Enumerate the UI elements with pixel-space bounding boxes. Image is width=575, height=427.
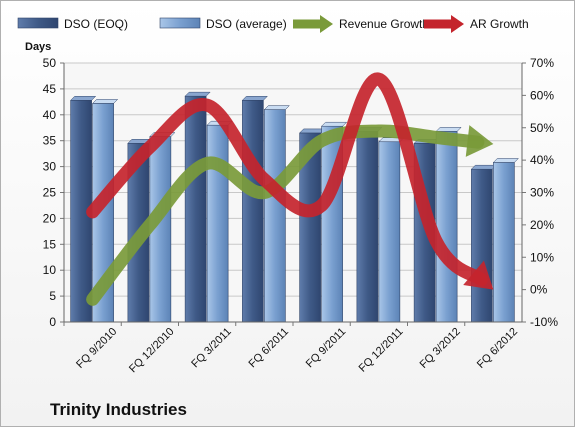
x-tick-label: FQ 9/2011 xyxy=(304,326,349,371)
legend-label-dso-eoq: DSO (EOQ) xyxy=(64,17,128,31)
bar-dso-average xyxy=(493,162,515,323)
legend-swatch-dso-average xyxy=(159,17,201,29)
y2-tick-label: -10% xyxy=(530,315,558,329)
legend-swatch-dso-eoq xyxy=(17,17,59,29)
x-tick-label: FQ 12/2010 xyxy=(127,326,177,376)
y-tick-label: 35 xyxy=(43,134,57,148)
chart-legend: DSO (EOQ) DSO (average) Revenue Growth AR G… xyxy=(17,15,529,33)
bar-dso-average xyxy=(378,141,401,323)
bar-top xyxy=(492,158,519,163)
legend-label-revenue-growth: Revenue Growth xyxy=(339,17,429,31)
bar-dso-average xyxy=(435,131,458,323)
y2-tick-label: 30% xyxy=(530,186,554,200)
bar-top xyxy=(435,127,462,132)
y-tick-label: 25 xyxy=(43,186,57,200)
x-tick-label: FQ 3/2011 xyxy=(189,326,234,371)
y-tick-label: 40 xyxy=(43,108,57,122)
revenue-growth-arrowhead xyxy=(465,125,494,157)
bar-dso-average xyxy=(206,124,229,323)
y-axis-title: Days xyxy=(25,41,51,53)
bar-dso-eoq xyxy=(471,168,493,323)
bar-top xyxy=(321,121,348,127)
y-tick-label: 45 xyxy=(43,82,57,96)
x-tick-label: FQ 6/2011 xyxy=(246,326,291,371)
bar-dso-eoq xyxy=(356,131,379,323)
legend-label-ar-growth: AR Growth xyxy=(470,17,529,31)
bar-dso-average xyxy=(264,109,286,323)
y2-tick-label: 10% xyxy=(530,250,554,264)
x-tick-label: FQ 9/2010 xyxy=(74,326,119,371)
y-tick-label: 0 xyxy=(49,315,56,329)
legend-arrow-revenue-growth xyxy=(320,15,333,33)
x-tick-label: FQ 12/2011 xyxy=(357,326,406,375)
y-tick-label: 15 xyxy=(43,237,57,251)
bar-top xyxy=(70,96,97,101)
ar-growth-line xyxy=(86,72,488,287)
y2-tick-label: 20% xyxy=(530,218,554,232)
bar-top xyxy=(184,91,211,97)
chart-title: Trinity Industries xyxy=(50,400,187,419)
y-tick-label: 20 xyxy=(43,211,57,225)
trend-lines xyxy=(86,72,494,306)
bar-top xyxy=(92,99,119,104)
legend-label-dso-average: DSO (average) xyxy=(206,17,287,31)
x-tick-label: FQ 6/2012 xyxy=(475,326,520,371)
bar-top xyxy=(263,105,290,110)
y2-tick-label: 60% xyxy=(530,88,554,102)
y-tick-label: 50 xyxy=(43,56,57,70)
ar-growth-arrowhead xyxy=(463,260,494,290)
y-tick-label: 5 xyxy=(49,289,56,303)
y2-tick-label: 70% xyxy=(530,56,554,70)
legend-arrow-ar-growth xyxy=(451,15,464,33)
bar-top xyxy=(470,164,497,170)
y-tick-label: 30 xyxy=(43,160,57,174)
y-tick-label: 10 xyxy=(43,263,57,277)
bar-dso-eoq xyxy=(184,95,207,323)
bar-top xyxy=(241,96,268,101)
bar-top xyxy=(299,128,326,134)
x-tick-label: FQ 3/2012 xyxy=(418,326,463,371)
y2-tick-label: 50% xyxy=(530,121,554,135)
bar-dso-eoq xyxy=(242,99,264,323)
y2-tick-label: 0% xyxy=(530,283,548,297)
y2-tick-label: 40% xyxy=(530,153,554,167)
